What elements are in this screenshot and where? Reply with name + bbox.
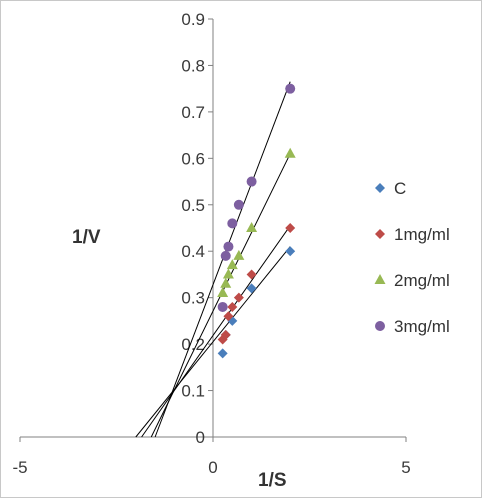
data-point [220, 329, 231, 340]
legend-label: 1mg/ml [394, 225, 450, 244]
data-point [233, 249, 245, 260]
legend-marker [375, 321, 385, 331]
x-tick-label: 0 [208, 458, 217, 477]
trendline [135, 246, 291, 438]
x-axis-title: 1/S [258, 470, 287, 491]
y-tick-label: 0.9 [181, 10, 205, 29]
data-point [285, 246, 296, 257]
y-tick-label: 0.3 [181, 289, 205, 308]
data-point [246, 269, 257, 280]
legend: C 1mg/ml 2mg/ml 3mg/ml [374, 179, 450, 336]
y-axis-title: 1/V [72, 227, 101, 248]
data-point [217, 348, 228, 359]
data-point [227, 218, 238, 229]
data-point [284, 147, 296, 158]
data-point [217, 301, 228, 312]
data-point [223, 311, 234, 322]
legend-marker [375, 183, 385, 193]
data-point [233, 199, 244, 210]
legend-label: C [394, 179, 406, 198]
data-point [285, 223, 296, 233]
y-tick-label: 0 [196, 428, 205, 447]
y-tick-label: 0.8 [181, 56, 205, 75]
x-tick-label: 5 [401, 458, 410, 477]
data-point [285, 83, 296, 94]
legend-marker [374, 274, 386, 284]
data-point [222, 268, 234, 279]
trendline [141, 225, 291, 438]
data-point [220, 277, 232, 288]
legend-label: 3mg/ml [394, 317, 450, 336]
tick-labels: 00.10.20.30.40.50.60.70.80.9-5 0 5 [12, 10, 410, 477]
data-point [226, 259, 238, 270]
data-point [246, 176, 257, 187]
data-point [246, 283, 257, 294]
y-tick-label: 0.7 [181, 103, 205, 122]
axes [19, 18, 407, 442]
legend-marker [375, 229, 385, 239]
data-point [217, 287, 229, 298]
data-point [220, 250, 231, 261]
data-point [246, 222, 258, 232]
data-point [223, 241, 234, 252]
y-tick-label: 0.1 [181, 382, 205, 401]
y-tick-label: 0.5 [181, 196, 205, 215]
x-tick-label: -5 [12, 458, 27, 477]
y-tick-label: 0.6 [181, 149, 205, 168]
data-points [217, 83, 296, 359]
data-point [233, 292, 244, 303]
y-tick-label: 0.4 [181, 242, 205, 261]
legend-label: 2mg/ml [394, 271, 450, 290]
data-point [227, 301, 238, 312]
